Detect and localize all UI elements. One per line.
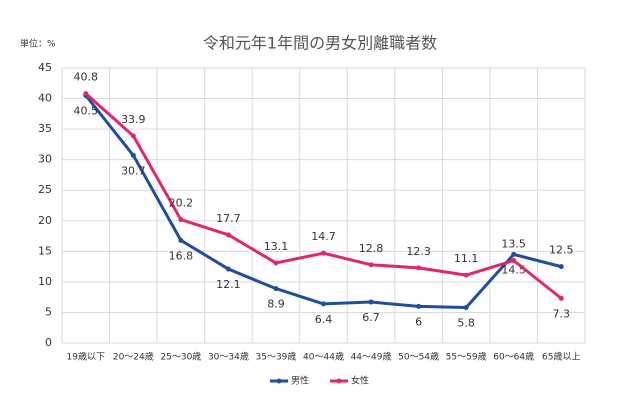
x-tick-label: 60～64歳	[493, 351, 534, 363]
data-label: 6.7	[362, 311, 380, 324]
data-label: 8.9	[267, 298, 285, 311]
point	[321, 250, 326, 256]
x-tick-label: 40～44歳	[303, 351, 344, 363]
point	[368, 299, 374, 305]
data-label: 13.1	[264, 240, 289, 253]
x-tick-label: 20～24歳	[113, 351, 154, 363]
x-tick-label: 50～54歳	[398, 351, 439, 363]
data-label: 12.3	[406, 245, 431, 258]
legend-marker	[336, 378, 342, 384]
point	[225, 266, 231, 272]
x-tick-label: 55～59歳	[446, 351, 487, 363]
y-tick-label: 5	[45, 305, 52, 318]
y-tick-label: 30	[38, 153, 52, 166]
point	[273, 286, 279, 292]
y-tick-label: 25	[38, 183, 52, 196]
point	[416, 303, 422, 309]
data-label: 11.1	[454, 252, 479, 265]
point	[225, 232, 231, 238]
data-label: 33.9	[121, 113, 146, 126]
data-label: 17.7	[216, 212, 241, 225]
point	[558, 264, 564, 270]
y-tick-label: 0	[45, 336, 52, 349]
data-label: 13.5	[501, 238, 526, 251]
point	[130, 152, 136, 158]
data-label: 14.7	[311, 230, 336, 243]
point	[416, 265, 422, 271]
data-label: 40.5	[74, 105, 99, 118]
data-label: 30.7	[121, 164, 146, 177]
data-label: 6.4	[315, 313, 333, 326]
data-label: 5.8	[457, 317, 475, 330]
data-label: 20.2	[169, 197, 194, 210]
data-label: 40.8	[74, 71, 99, 84]
data-label: 12.8	[359, 242, 384, 255]
point	[463, 305, 469, 311]
x-tick-label: 30～34歳	[208, 351, 249, 363]
point	[558, 295, 564, 301]
y-tick-label: 35	[38, 122, 52, 135]
y-tick-label: 15	[38, 244, 52, 257]
point	[368, 262, 374, 268]
point	[511, 251, 517, 257]
unit-label: 単位：%	[20, 38, 56, 50]
y-tick-label: 40	[38, 92, 52, 105]
point	[83, 91, 89, 97]
point	[511, 258, 517, 263]
point	[130, 133, 136, 139]
data-label: 12.1	[216, 278, 241, 291]
y-tick-label: 10	[38, 275, 52, 288]
point	[178, 217, 184, 223]
data-label: 12.5	[549, 244, 574, 257]
legend-label: 男性	[291, 375, 309, 387]
legend-marker	[276, 378, 282, 384]
data-label: 16.8	[169, 249, 194, 262]
x-tick-label: 25～30歳	[160, 351, 201, 363]
x-tick-label: 65歳以上	[542, 351, 580, 363]
point	[321, 301, 326, 307]
point	[178, 237, 184, 243]
y-tick-label: 20	[38, 214, 52, 227]
point	[273, 260, 279, 266]
x-tick-label: 19歳以下	[67, 351, 105, 363]
legend-label: 女性	[351, 375, 369, 387]
data-label: 14.5	[501, 263, 526, 276]
y-tick-label: 45	[38, 61, 52, 74]
chart-title: 令和元年1年間の男女別離職者数	[203, 34, 437, 53]
x-tick-label: 44～49歳	[351, 351, 392, 363]
point	[463, 272, 469, 278]
x-tick-label: 35～39歳	[256, 351, 297, 363]
data-label: 7.3	[552, 307, 570, 320]
data-label: 6	[415, 315, 422, 328]
